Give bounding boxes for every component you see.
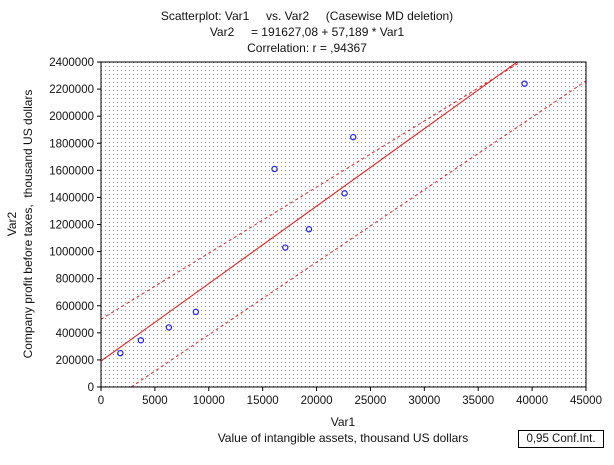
- confidence-band-lower: [130, 80, 586, 387]
- y-tick-label: 200000: [56, 355, 94, 367]
- y-tick-label: 800000: [56, 274, 94, 286]
- chart-title-line-1: Scatterplot: Var1 vs. Var2 (Casewise MD …: [161, 9, 453, 23]
- plot-frame: [100, 61, 587, 388]
- confidence-interval-legend: 0,95 Conf.Int.: [518, 430, 604, 448]
- chart-title-line-3: Correlation: r = ,94367: [247, 41, 367, 55]
- data-point-10: [521, 80, 528, 87]
- x-tick-label: 45000: [570, 395, 602, 407]
- x-tick-label: 35000: [462, 395, 494, 407]
- x-tick-label: 5000: [142, 395, 168, 407]
- y-tick-label: 600000: [56, 301, 94, 313]
- confidence-band-upper: [101, 62, 522, 320]
- x-tick-label: 40000: [516, 395, 548, 407]
- x-axis-ticks: 0 5000 10000 15000 20000 25000 30000 35000 40000…: [98, 387, 602, 407]
- y-tick-label: 2400000: [49, 57, 94, 69]
- plot-dot-grid: [101, 62, 586, 387]
- data-point-8: [341, 190, 348, 197]
- chart-title-line-2: Var2 = 191627,08 + 57,189 * Var1: [210, 25, 405, 39]
- plot-layer: [101, 62, 586, 387]
- x-tick-label: 0: [98, 395, 104, 407]
- y-tick-label: 1000000: [49, 247, 94, 259]
- y-tick-label: 1600000: [49, 165, 94, 177]
- x-tick-label: 10000: [193, 395, 225, 407]
- x-axis-label-line-1: Var1: [331, 415, 356, 429]
- data-point-6: [282, 244, 289, 251]
- data-point-9: [350, 133, 357, 141]
- data-point-7: [305, 226, 313, 233]
- y-tick-label: 0: [88, 382, 94, 394]
- data-point-2: [137, 337, 145, 344]
- data-point-1: [117, 349, 124, 357]
- x-tick-label: 15000: [247, 395, 279, 407]
- y-tick-label: 2200000: [49, 84, 94, 96]
- y-axis-ticks: 0 200000 400000 600000 800000 1000000 1200000 1…: [49, 57, 101, 394]
- y-tick-label: 1200000: [49, 220, 94, 232]
- y-tick-label: 1800000: [49, 138, 94, 150]
- y-axis-label-line-1: Var2: [5, 211, 19, 236]
- regression-line: [101, 62, 519, 362]
- y-axis-label-line-2: Company profit before taxes, thousand US…: [21, 90, 35, 359]
- data-point-5: [271, 165, 278, 173]
- x-axis-label-line-2: Value of intangible assets, thousand US …: [218, 431, 469, 445]
- x-tick-label: 25000: [354, 395, 386, 407]
- x-tick-label: 20000: [301, 395, 333, 407]
- y-tick-label: 1400000: [49, 192, 94, 204]
- data-point-4: [192, 308, 200, 316]
- data-point-3: [165, 324, 173, 331]
- y-tick-label: 2000000: [49, 111, 94, 123]
- x-tick-label: 30000: [408, 395, 440, 407]
- y-tick-label: 400000: [56, 328, 94, 340]
